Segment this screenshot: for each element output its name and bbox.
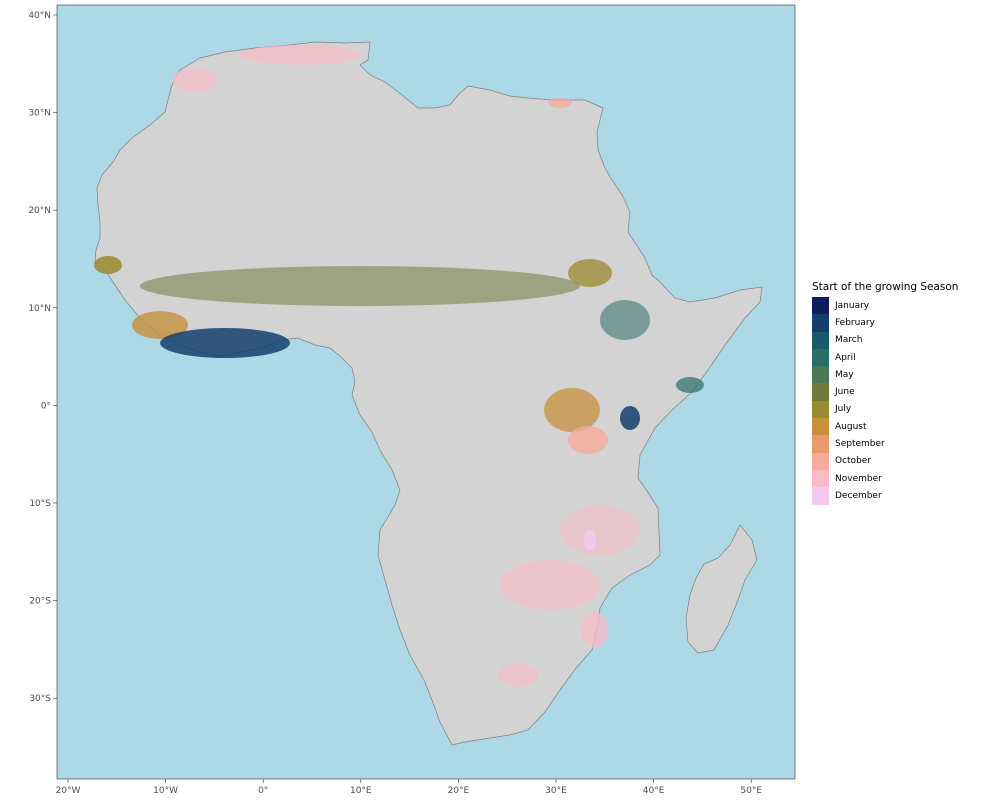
y-tick-label: 0°: [41, 401, 51, 411]
region-sahel-east: [568, 259, 612, 287]
region-north-coast-east: [548, 98, 572, 108]
legend-item: June: [812, 383, 997, 401]
legend-swatch: [812, 418, 829, 436]
region-east-africa-horn-coast: [676, 377, 704, 393]
x-tick-label: 50°E: [740, 786, 762, 796]
legend-swatch: [812, 435, 829, 453]
legend-label: November: [835, 473, 882, 484]
legend-swatch: [812, 400, 829, 419]
x-tick-label: 20°W: [56, 786, 81, 796]
madagascar-island: [685, 524, 758, 654]
x-tick-label: 30°E: [545, 786, 567, 796]
y-tick-label: 10°N: [28, 304, 51, 314]
region-southern-africa-pink: [584, 530, 596, 550]
region-east-africa: [544, 300, 704, 454]
legend-label: April: [835, 352, 856, 363]
legend-swatch: [812, 314, 829, 332]
y-axis: 40°N 30°N 20°N 10°N 0° 10°S 20°S 30°S: [28, 11, 57, 704]
y-tick-label: 10°S: [29, 499, 51, 509]
x-tick-label: 0°: [258, 786, 268, 796]
legend-swatch: [812, 348, 829, 367]
region-southern-africa-mozambique: [581, 612, 609, 648]
legend-swatch: [812, 383, 829, 401]
legend-label: October: [835, 456, 872, 467]
x-tick-label: 10°E: [350, 786, 372, 796]
region-southern-africa-central: [500, 560, 600, 610]
region-guinea-coast: [132, 311, 290, 358]
region-east-africa-south: [568, 426, 608, 454]
region-sahel-belt: [94, 256, 612, 306]
legend-item: December: [812, 487, 997, 505]
legend-swatch: [812, 487, 829, 505]
legend-label: January: [835, 300, 870, 311]
y-tick-label: 20°S: [29, 597, 51, 607]
region-sahel-central: [140, 266, 580, 306]
legend-swatch: [812, 366, 829, 384]
legend-swatch: [812, 452, 829, 470]
y-tick-label: 30°S: [29, 694, 51, 704]
x-tick-label: 10°W: [153, 786, 178, 796]
growing-season-layer: [94, 45, 704, 687]
region-north-coast-central: [240, 45, 360, 65]
region-east-africa-highlands: [600, 300, 650, 340]
legend-label: December: [835, 490, 882, 501]
legend-item: March: [812, 331, 997, 349]
legend-label: March: [835, 335, 863, 346]
legend-item: September: [812, 435, 997, 453]
region-southern-africa-east: [498, 663, 538, 687]
x-tick-label: 20°E: [448, 786, 470, 796]
y-tick-label: 20°N: [28, 206, 51, 216]
legend-item: October: [812, 452, 997, 470]
region-southern-africa-north: [560, 505, 640, 555]
legend-label: August: [835, 421, 867, 432]
legend-label: June: [835, 387, 855, 398]
legend-item: May: [812, 366, 997, 384]
legend-item: January: [812, 297, 997, 315]
legend: Start of the growing Season January Febru…: [812, 281, 997, 505]
region-sahel-west: [94, 256, 122, 274]
region-east-africa-coast: [620, 406, 640, 430]
legend-items: January February March April May June July Augu…: [812, 297, 997, 505]
region-north-coast-west: [173, 68, 217, 92]
legend-swatch: [812, 469, 829, 488]
legend-item: August: [812, 418, 997, 436]
legend-label: September: [835, 439, 885, 450]
y-tick-label: 30°N: [28, 109, 51, 119]
legend-item: July: [812, 400, 997, 419]
legend-label: July: [835, 404, 852, 415]
legend-item: November: [812, 469, 997, 488]
legend-swatch: [812, 297, 829, 315]
legend-item: February: [812, 314, 997, 332]
region-guinea-coast-central: [160, 328, 290, 358]
region-guinea-coast-west: [132, 311, 188, 339]
x-axis: 20°W 10°W 0° 10°E 20°E 30°E 40°E 50°E: [56, 779, 762, 796]
legend-item: April: [812, 348, 997, 367]
region-southern-africa: [498, 505, 640, 687]
region-north-coast: [173, 45, 572, 108]
legend-label: February: [835, 317, 875, 328]
y-tick-label: 40°N: [28, 11, 51, 21]
legend-swatch: [812, 331, 829, 349]
region-east-africa-lakes: [544, 388, 600, 432]
legend-label: May: [835, 369, 854, 380]
x-tick-label: 40°E: [643, 786, 665, 796]
legend-title: Start of the growing Season: [812, 281, 959, 293]
